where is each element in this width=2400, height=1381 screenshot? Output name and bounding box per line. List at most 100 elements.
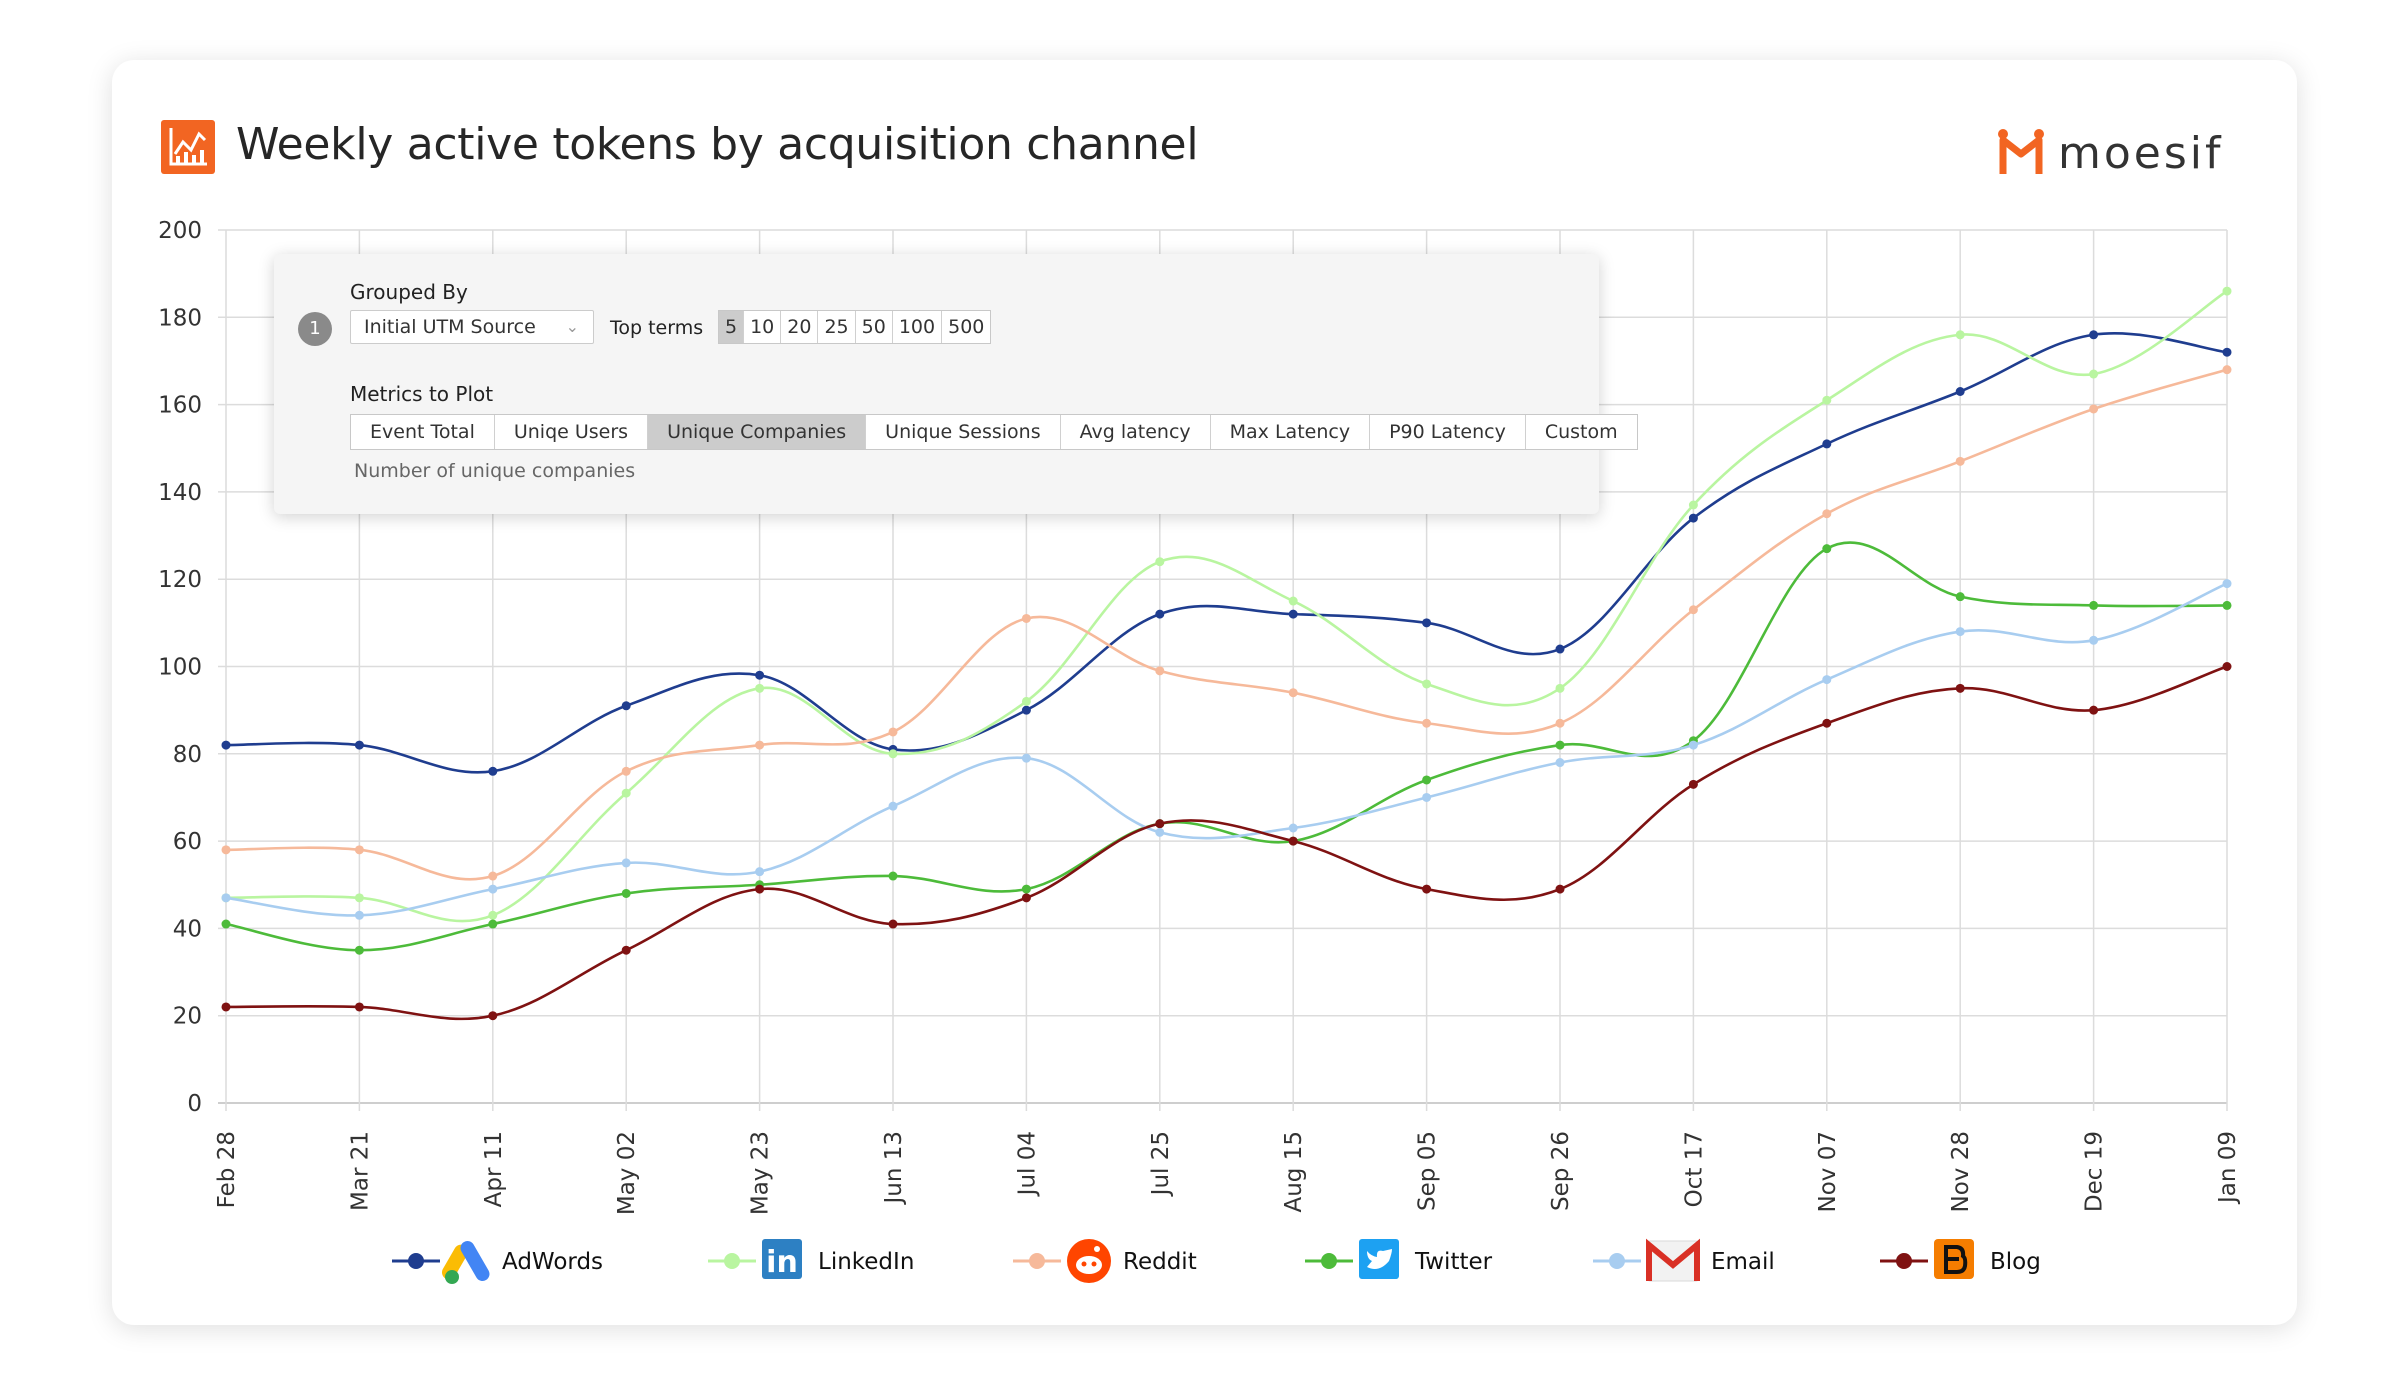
data-point-blog[interactable] <box>2089 705 2099 715</box>
data-point-linkedin[interactable] <box>1288 596 1298 606</box>
data-point-adwords[interactable] <box>1288 609 1298 619</box>
data-point-adwords[interactable] <box>1422 618 1432 628</box>
metric-tab-unique-sessions[interactable]: Unique Sessions <box>866 415 1061 449</box>
data-point-adwords[interactable] <box>621 701 631 711</box>
data-point-email[interactable] <box>621 858 631 868</box>
data-point-twitter[interactable] <box>221 919 231 929</box>
data-point-linkedin[interactable] <box>488 910 498 920</box>
data-point-blog[interactable] <box>221 1002 231 1012</box>
data-point-twitter[interactable] <box>1555 740 1565 750</box>
data-point-blog[interactable] <box>2222 662 2232 671</box>
top-terms-option-25[interactable]: 25 <box>818 311 856 343</box>
data-point-twitter[interactable] <box>1422 775 1432 785</box>
data-point-reddit[interactable] <box>2222 365 2232 375</box>
data-point-email[interactable] <box>755 867 765 877</box>
data-point-email[interactable] <box>1555 758 1565 768</box>
metric-tab-avg-latency[interactable]: Avg latency <box>1061 415 1211 449</box>
data-point-blog[interactable] <box>888 919 898 929</box>
data-point-blog[interactable] <box>354 1002 364 1012</box>
data-point-email[interactable] <box>488 884 498 894</box>
data-point-twitter[interactable] <box>2089 600 2099 610</box>
data-point-blog[interactable] <box>1688 779 1698 789</box>
data-point-email[interactable] <box>354 910 364 920</box>
metric-tab-custom[interactable]: Custom <box>1544 421 1618 443</box>
data-point-linkedin[interactable] <box>1155 557 1165 567</box>
data-point-twitter[interactable] <box>354 945 364 955</box>
data-point-adwords[interactable] <box>1155 609 1165 619</box>
data-point-twitter[interactable] <box>1955 592 1965 602</box>
data-point-email[interactable] <box>221 893 231 903</box>
data-point-reddit[interactable] <box>1021 613 1031 623</box>
data-point-email[interactable] <box>2089 635 2099 645</box>
data-point-reddit[interactable] <box>2089 404 2099 414</box>
data-point-reddit[interactable] <box>354 845 364 855</box>
data-point-linkedin[interactable] <box>621 788 631 798</box>
top-terms-option-50[interactable]: 50 <box>856 311 893 343</box>
data-point-linkedin[interactable] <box>755 683 765 693</box>
data-point-reddit[interactable] <box>621 766 631 776</box>
data-point-linkedin[interactable] <box>1422 679 1432 689</box>
data-point-blog[interactable] <box>1422 884 1432 894</box>
data-point-reddit[interactable] <box>888 727 898 737</box>
metric-tab-p90-latency[interactable]: P90 Latency <box>1370 415 1526 449</box>
data-point-linkedin[interactable] <box>354 893 364 903</box>
data-point-email[interactable] <box>1822 675 1832 685</box>
metric-tab-max-latency[interactable]: Max Latency <box>1211 415 1371 449</box>
metric-tab-event-total[interactable]: Event Total <box>351 415 495 449</box>
group-by-select[interactable]: Initial UTM Source ⌄ <box>350 310 594 344</box>
data-point-email[interactable] <box>1155 827 1165 837</box>
legend-item-email[interactable]: Email <box>1593 1238 1775 1282</box>
legend-item-linkedin[interactable]: in LinkedIn <box>708 1239 914 1280</box>
data-point-twitter[interactable] <box>2222 600 2232 610</box>
data-point-adwords[interactable] <box>488 766 498 776</box>
data-point-email[interactable] <box>1288 823 1298 833</box>
data-point-adwords[interactable] <box>1688 513 1698 523</box>
top-terms-option-500[interactable]: 500 <box>948 316 985 338</box>
data-point-blog[interactable] <box>488 1011 498 1021</box>
data-point-adwords[interactable] <box>221 740 231 750</box>
data-point-adwords[interactable] <box>2222 347 2232 357</box>
data-point-linkedin[interactable] <box>888 749 898 759</box>
data-point-twitter[interactable] <box>488 919 498 929</box>
data-point-blog[interactable] <box>1555 884 1565 894</box>
data-point-adwords[interactable] <box>1021 705 1031 715</box>
data-point-reddit[interactable] <box>1288 688 1298 698</box>
data-point-linkedin[interactable] <box>1555 683 1565 693</box>
legend-item-twitter[interactable]: Twitter <box>1305 1239 1493 1279</box>
data-point-linkedin[interactable] <box>1021 696 1031 706</box>
data-point-linkedin[interactable] <box>1955 330 1965 340</box>
data-point-email[interactable] <box>888 801 898 811</box>
data-point-twitter[interactable] <box>1021 884 1031 894</box>
data-point-twitter[interactable] <box>621 888 631 898</box>
data-point-reddit[interactable] <box>488 871 498 881</box>
legend-item-adwords[interactable]: AdWords <box>392 1238 603 1284</box>
data-point-linkedin[interactable] <box>2089 369 2099 379</box>
top-terms-option-100[interactable]: 100 <box>893 311 943 343</box>
metric-tab-unique-companies[interactable]: Unique Companies <box>648 415 867 449</box>
top-terms-option-10[interactable]: 10 <box>744 311 782 343</box>
data-point-reddit[interactable] <box>755 740 765 750</box>
data-point-reddit[interactable] <box>1422 718 1432 728</box>
data-point-reddit[interactable] <box>221 845 231 855</box>
data-point-twitter[interactable] <box>1822 544 1832 554</box>
legend-item-reddit[interactable]: Reddit <box>1013 1239 1197 1283</box>
data-point-blog[interactable] <box>1021 893 1031 903</box>
data-point-blog[interactable] <box>1155 819 1165 829</box>
data-point-adwords[interactable] <box>1555 644 1565 654</box>
data-point-reddit[interactable] <box>1955 456 1965 466</box>
data-point-adwords[interactable] <box>755 670 765 680</box>
data-point-blog[interactable] <box>1822 718 1832 728</box>
data-point-blog[interactable] <box>755 884 765 894</box>
data-point-email[interactable] <box>2222 579 2232 589</box>
data-point-email[interactable] <box>1021 753 1031 763</box>
data-point-blog[interactable] <box>1288 836 1298 846</box>
data-point-linkedin[interactable] <box>2222 286 2232 296</box>
data-point-reddit[interactable] <box>1155 666 1165 676</box>
data-point-email[interactable] <box>1422 792 1432 802</box>
data-point-reddit[interactable] <box>1688 605 1698 615</box>
data-point-linkedin[interactable] <box>1822 395 1832 405</box>
metric-tab-uniqe-users[interactable]: Uniqe Users <box>495 415 649 449</box>
data-point-reddit[interactable] <box>1555 718 1565 728</box>
data-point-blog[interactable] <box>621 945 631 955</box>
data-point-adwords[interactable] <box>2089 330 2099 340</box>
